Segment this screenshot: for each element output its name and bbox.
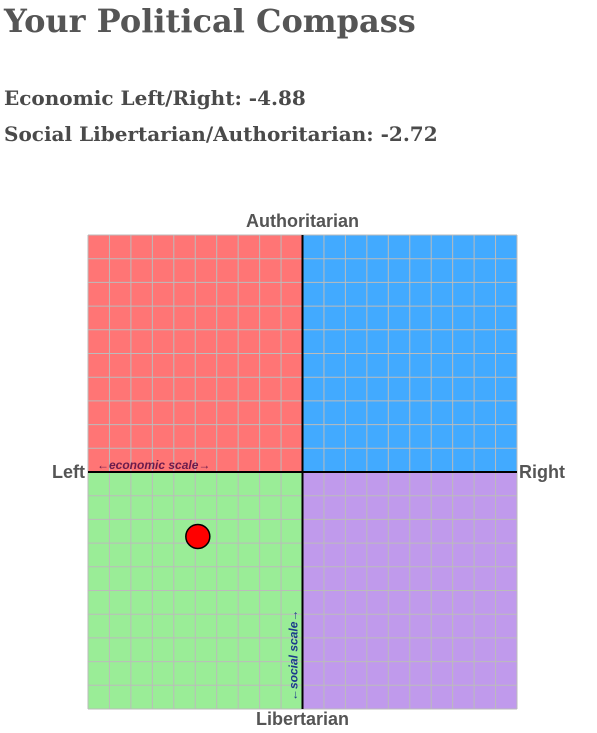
axis-label-left: Left [52, 462, 85, 482]
axis-label-right: Right [519, 462, 565, 482]
economic-scale-label: ←economic scale→ [97, 458, 210, 472]
page-title: Your Political Compass [4, 2, 416, 40]
economic-score: Economic Left/Right: -4.88 [4, 86, 306, 110]
social-score: Social Libertarian/Authoritarian: -2.72 [4, 122, 438, 146]
position-marker [185, 523, 211, 550]
axis-label-libertarian: Libertarian [256, 709, 349, 729]
social-scale-label: ←social scale→ [287, 610, 301, 701]
axis-label-authoritarian: Authoritarian [246, 211, 359, 231]
